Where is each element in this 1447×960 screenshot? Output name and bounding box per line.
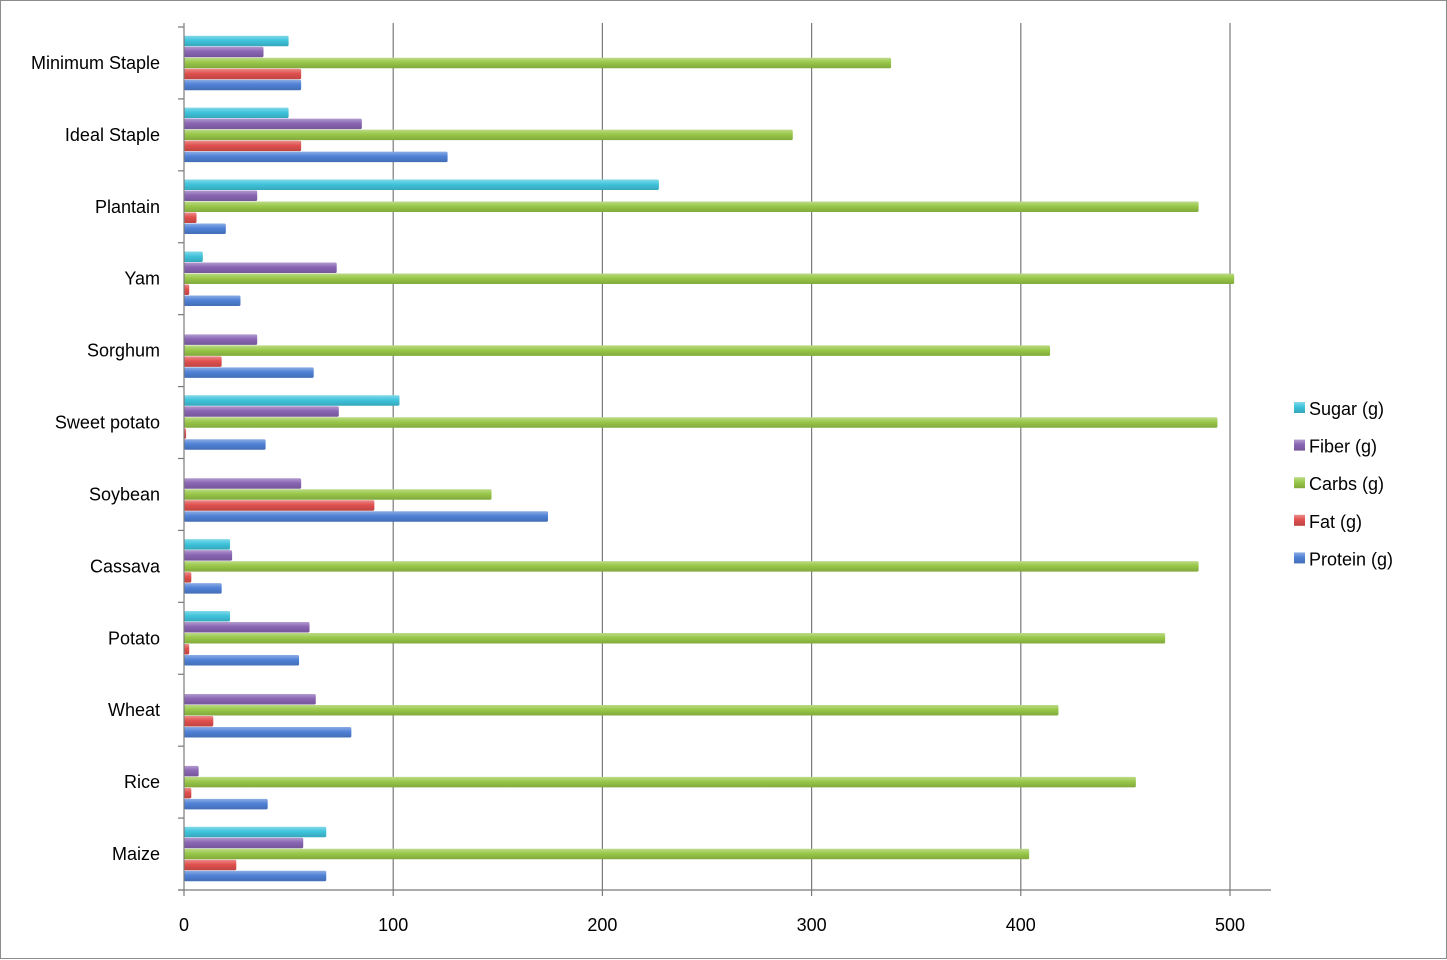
bar-plantain-protein-g (184, 223, 226, 235)
bar-sorghum-fat-g (184, 356, 222, 367)
bar-soybean-fiber-g (184, 478, 302, 489)
legend-label: Sugar (g) (1309, 399, 1384, 419)
bar-soybean-protein-g (184, 511, 549, 522)
bar-sweet-potato-fiber-g (184, 406, 339, 417)
bar-potato-protein-g (184, 655, 300, 666)
bar-ideal-staple-protein-g (184, 151, 448, 163)
bar-potato-fat-g (184, 644, 190, 655)
gridlines (392, 23, 1231, 890)
bar-wheat-carbs-g (184, 704, 1059, 716)
bar-cassava-fat-g (184, 572, 192, 583)
legend-swatch (1294, 514, 1305, 526)
legend-swatch (1294, 439, 1305, 451)
bar-potato-fiber-g (184, 622, 310, 633)
bar-maize-fat-g (184, 859, 237, 871)
category-label-sweet-potato: Sweet potato (55, 413, 160, 433)
bar-potato-sugar-g (184, 611, 231, 622)
bar-cassava-carbs-g (184, 561, 1199, 572)
bar-sorghum-fiber-g (184, 334, 258, 345)
axes (178, 23, 1271, 896)
legend-swatch (1294, 477, 1305, 489)
category-label-yam: Yam (124, 269, 160, 289)
bar-cassava-fiber-g (184, 550, 233, 561)
bar-ideal-staple-fiber-g (184, 118, 362, 130)
bar-sweet-potato-carbs-g (184, 417, 1218, 428)
bar-rice-fiber-g (184, 765, 199, 777)
bar-maize-fiber-g (184, 837, 304, 849)
legend-item: Carbs (g) (1294, 474, 1384, 494)
bar-ideal-staple-sugar-g (184, 107, 289, 119)
bar-minimum-staple-carbs-g (184, 57, 892, 69)
bar-rice-carbs-g (184, 776, 1136, 788)
bar-rice-protein-g (184, 798, 268, 810)
bar-cassava-sugar-g (184, 539, 231, 550)
legend: Sugar (g) Fiber (g) Carbs (g) Fat (g) Protei… (1294, 399, 1393, 569)
bar-ideal-staple-fat-g (184, 140, 302, 152)
bar-yam-protein-g (184, 295, 241, 306)
x-tick-label-500: 500 (1215, 915, 1245, 935)
bar-maize-protein-g (184, 870, 327, 882)
legend-item: Fat (g) (1294, 512, 1362, 532)
x-tick-label-100: 100 (378, 915, 408, 935)
bar-plantain-carbs-g (184, 201, 1199, 213)
legend-label: Protein (g) (1309, 549, 1393, 569)
bars (184, 35, 1235, 882)
bar-yam-sugar-g (184, 251, 203, 262)
bar-minimum-staple-protein-g (184, 79, 302, 91)
category-label-sorghum: Sorghum (87, 341, 160, 361)
category-label-potato: Potato (108, 628, 160, 648)
category-labels: Maize Rice Wheat Potato Cassava Soybean Sweet … (31, 53, 161, 864)
bar-minimum-staple-sugar-g (184, 35, 289, 47)
x-tick-label-200: 200 (587, 915, 617, 935)
legend-label: Carbs (g) (1309, 474, 1384, 494)
bar-sweet-potato-sugar-g (184, 395, 400, 406)
bar-sorghum-carbs-g (184, 345, 1051, 356)
category-label-wheat: Wheat (108, 700, 160, 720)
legend-item: Fiber (g) (1294, 437, 1377, 457)
bar-wheat-protein-g (184, 726, 352, 738)
legend-label: Fiber (g) (1309, 437, 1377, 457)
legend-swatch (1294, 552, 1305, 564)
bar-sorghum-protein-g (184, 367, 314, 378)
bar-maize-sugar-g (184, 826, 327, 838)
category-label-plantain: Plantain (95, 197, 160, 217)
bar-yam-carbs-g (184, 273, 1235, 284)
x-tick-label-300: 300 (797, 915, 827, 935)
bar-soybean-carbs-g (184, 489, 492, 500)
bar-yam-fiber-g (184, 262, 337, 273)
legend-item: Protein (g) (1294, 549, 1393, 569)
legend-label: Fat (g) (1309, 512, 1362, 532)
bar-wheat-fat-g (184, 715, 214, 727)
category-label-rice: Rice (124, 772, 160, 792)
x-tick-label-400: 400 (1006, 915, 1036, 935)
bar-rice-fat-g (184, 787, 192, 799)
bar-minimum-staple-fat-g (184, 68, 302, 80)
category-label-cassava: Cassava (90, 556, 161, 576)
bar-maize-carbs-g (184, 848, 1030, 860)
bar-wheat-fiber-g (184, 693, 316, 705)
legend-swatch (1294, 402, 1305, 413)
category-label-maize: Maize (112, 844, 160, 864)
bar-plantain-fat-g (184, 212, 197, 224)
bar-soybean-fat-g (184, 500, 375, 511)
bar-minimum-staple-fiber-g (184, 46, 264, 58)
category-label-ideal-staple: Ideal Staple (65, 125, 160, 145)
bar-plantain-sugar-g (184, 179, 659, 191)
tick-labels: 0 100 200 300 400 500 (179, 915, 1245, 935)
bar-ideal-staple-carbs-g (184, 129, 793, 141)
x-tick-label-0: 0 (179, 915, 189, 935)
bar-plantain-fiber-g (184, 190, 258, 202)
bar-sweet-potato-protein-g (184, 439, 266, 450)
bar-cassava-protein-g (184, 583, 222, 594)
category-label-minimum-staple: Minimum Staple (31, 53, 160, 73)
bar-potato-carbs-g (184, 633, 1166, 644)
legend-item: Sugar (g) (1294, 399, 1384, 419)
bar-yam-fat-g (184, 284, 190, 295)
category-label-soybean: Soybean (89, 484, 160, 504)
